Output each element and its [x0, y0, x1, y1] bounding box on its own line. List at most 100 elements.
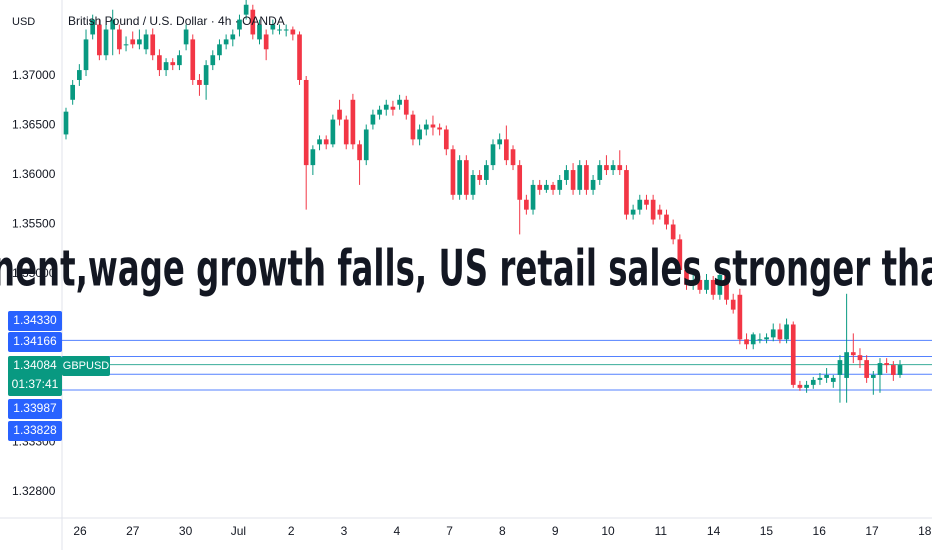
- candle-body: [163, 62, 169, 71]
- x-tick-label: 18: [918, 524, 932, 538]
- candle-body: [770, 329, 776, 338]
- candle-body: [837, 360, 843, 375]
- candle-body: [557, 179, 563, 190]
- candle-body: [377, 109, 382, 115]
- currency-label: USD: [12, 16, 35, 28]
- candle-body: [397, 99, 402, 105]
- candle-body: [664, 214, 669, 225]
- candle-body: [624, 170, 629, 215]
- candle-body: [484, 165, 489, 180]
- candle-body: [223, 39, 229, 45]
- candle-body: [290, 29, 296, 35]
- candle-body: [844, 352, 849, 378]
- candle-body: [117, 29, 122, 50]
- candle-body: [463, 160, 469, 195]
- candle-body: [197, 79, 202, 85]
- candle-body: [217, 44, 222, 56]
- candle-body: [544, 184, 549, 190]
- y-tick-label: 1.36500: [12, 118, 56, 132]
- candle-body: [697, 279, 703, 290]
- x-tick-label: 2: [288, 524, 295, 538]
- candle-body: [717, 274, 723, 295]
- candle-body: [797, 384, 803, 388]
- price-tag: [8, 311, 62, 331]
- candle-body: [137, 39, 142, 45]
- x-tick-label: 4: [393, 524, 400, 538]
- candle-body: [570, 170, 576, 190]
- candle-body: [550, 184, 556, 190]
- candle-body: [637, 199, 643, 210]
- candle-body: [457, 160, 462, 195]
- candle-body: [504, 139, 509, 161]
- candle-body: [170, 62, 176, 66]
- candle-body: [750, 334, 756, 345]
- candle-body: [350, 99, 356, 145]
- candle-body: [744, 339, 749, 345]
- candle-body: [297, 34, 302, 80]
- candle-body: [90, 19, 96, 35]
- x-tick-label: 15: [760, 524, 774, 538]
- candles: [63, 0, 903, 403]
- candle-body: [97, 24, 102, 56]
- candle-body: [303, 79, 309, 166]
- price-tag-label: 1.34084: [13, 358, 57, 372]
- chart-title: British Pound / U.S. Dollar · 4h · OANDA: [68, 14, 285, 28]
- x-tick-label: 8: [499, 524, 506, 538]
- candle-body: [577, 165, 583, 190]
- candle-body: [343, 119, 349, 145]
- candle-body: [510, 149, 516, 166]
- candle-body: [824, 374, 829, 378]
- candle-body: [537, 184, 543, 190]
- candle-body: [317, 139, 322, 145]
- candle-body: [190, 39, 196, 80]
- candle-body: [423, 124, 429, 130]
- candle-body: [63, 111, 69, 135]
- candle-body: [437, 127, 442, 130]
- candle-body: [70, 84, 76, 100]
- candle-body: [617, 165, 623, 171]
- price-tag: [8, 399, 62, 419]
- candle-body: [690, 279, 696, 285]
- x-tick-label: 26: [73, 524, 87, 538]
- candle-body: [243, 4, 249, 15]
- candle-body: [877, 363, 883, 375]
- candle-body: [237, 19, 242, 30]
- price-tag: [8, 332, 62, 352]
- candle-body: [584, 165, 589, 190]
- candle-body: [277, 29, 282, 31]
- candle-body: [490, 144, 496, 166]
- candle-body: [450, 149, 456, 195]
- countdown: 01:37:41: [12, 377, 59, 391]
- candle-body: [257, 24, 262, 40]
- candle-body: [203, 65, 209, 85]
- price-tag: [8, 356, 62, 396]
- candle-body: [470, 175, 476, 195]
- x-tick-label: 27: [126, 524, 140, 538]
- candle-body: [150, 34, 156, 56]
- candle-body: [630, 209, 636, 215]
- candle-body: [230, 34, 236, 40]
- x-tick-label: 9: [552, 524, 559, 538]
- candle-body: [890, 365, 896, 375]
- candle-body: [370, 114, 376, 125]
- candle-body: [784, 324, 789, 340]
- candle-body: [730, 299, 736, 310]
- candle-body: [737, 294, 743, 340]
- candle-body: [103, 29, 109, 56]
- candle-body: [524, 199, 529, 210]
- candle-body: [677, 239, 683, 271]
- price-tag-label: 1.33987: [13, 401, 57, 415]
- candle-body: [830, 377, 836, 382]
- candle-body: [497, 139, 503, 145]
- candle-body: [263, 34, 269, 50]
- candle-body: [684, 270, 689, 285]
- candle-body: [644, 199, 649, 205]
- candle-body: [337, 109, 342, 120]
- symbol-label: GBPUSD: [63, 360, 110, 372]
- x-tick-label: Jul: [231, 524, 246, 538]
- candle-body: [310, 149, 316, 166]
- candle-body: [804, 384, 809, 388]
- candle-body: [323, 139, 329, 145]
- candle-body: [610, 165, 616, 171]
